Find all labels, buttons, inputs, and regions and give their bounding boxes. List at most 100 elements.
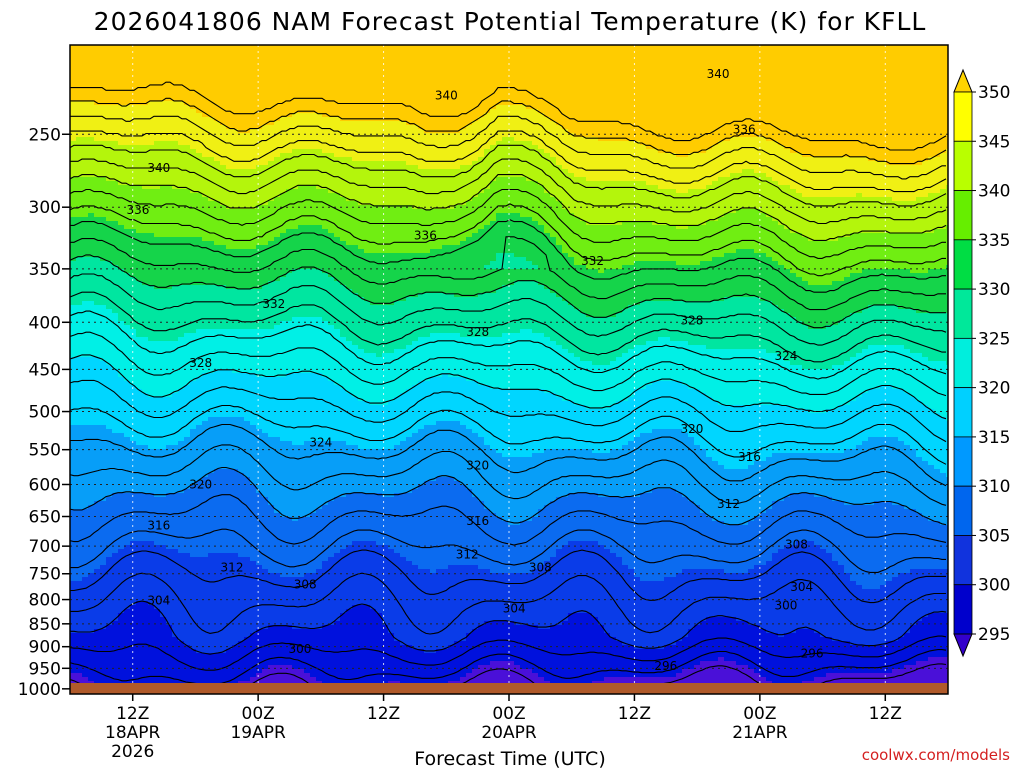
field-cell (514, 153, 521, 158)
field-cell (676, 57, 683, 62)
field-cell (304, 101, 311, 106)
field-cell (826, 109, 833, 114)
field-cell (526, 69, 533, 74)
field-cell (640, 89, 647, 94)
field-cell (778, 109, 785, 114)
field-cell (130, 57, 137, 62)
field-cell (166, 145, 173, 150)
field-cell (244, 153, 251, 158)
field-cell (538, 129, 545, 134)
field-cell (604, 73, 611, 78)
field-cell (910, 113, 917, 118)
field-cell (874, 113, 881, 118)
field-cell (652, 85, 659, 90)
field-cell (274, 153, 281, 158)
field-cell (922, 49, 929, 54)
field-cell (136, 81, 143, 86)
field-cell (448, 57, 455, 62)
field-cell (628, 69, 635, 74)
field-cell (916, 137, 923, 142)
field-cell (292, 105, 299, 110)
field-cell (82, 65, 89, 70)
field-cell (772, 49, 779, 54)
field-cell (922, 89, 929, 94)
field-cell (496, 133, 503, 138)
field-cell (796, 89, 803, 94)
field-cell (502, 137, 509, 142)
field-cell (352, 121, 359, 126)
field-cell (658, 53, 665, 58)
field-cell (592, 77, 599, 82)
field-cell (628, 105, 635, 110)
field-cell (286, 101, 293, 106)
field-cell (658, 129, 665, 134)
field-cell (520, 89, 527, 94)
field-cell (346, 141, 353, 146)
field-cell (814, 73, 821, 78)
field-cell (226, 105, 233, 110)
field-cell (76, 65, 83, 70)
field-cell (490, 73, 497, 78)
field-cell (838, 109, 845, 114)
field-cell (940, 77, 947, 82)
field-cell (250, 81, 257, 86)
field-cell (406, 61, 413, 66)
field-cell (244, 89, 251, 94)
field-cell (358, 65, 365, 70)
field-cell (316, 61, 323, 66)
field-cell (856, 121, 863, 126)
field-cell (778, 101, 785, 106)
field-cell (700, 153, 707, 158)
field-cell (226, 113, 233, 118)
field-cell (280, 153, 287, 158)
field-cell (184, 121, 191, 126)
field-cell (460, 109, 467, 114)
field-cell (586, 125, 593, 130)
field-cell (670, 77, 677, 82)
field-cell (844, 145, 851, 150)
field-cell (190, 65, 197, 70)
field-cell (910, 53, 917, 58)
field-cell (322, 117, 329, 122)
field-cell (226, 85, 233, 90)
field-cell (364, 141, 371, 146)
field-cell (76, 49, 83, 54)
field-cell (676, 149, 683, 154)
field-cell (784, 93, 791, 98)
field-cell (790, 85, 797, 90)
field-cell (868, 93, 875, 98)
field-cell (556, 61, 563, 66)
field-cell (406, 129, 413, 134)
field-cell (472, 85, 479, 90)
field-cell (178, 73, 185, 78)
field-cell (334, 133, 341, 138)
field-cell (136, 125, 143, 130)
field-cell (94, 73, 101, 78)
field-cell (922, 117, 929, 122)
field-cell (574, 145, 581, 150)
field-cell (862, 125, 869, 130)
field-cell (718, 89, 725, 94)
field-cell (730, 105, 737, 110)
field-cell (136, 121, 143, 126)
field-cell (934, 97, 941, 102)
field-cell (658, 113, 665, 118)
field-cell (286, 121, 293, 126)
field-cell (454, 121, 461, 126)
field-cell (916, 149, 923, 154)
field-cell (370, 105, 377, 110)
field-cell (334, 53, 341, 58)
field-cell (316, 69, 323, 74)
field-cell (934, 81, 941, 86)
field-cell (454, 61, 461, 66)
field-cell (760, 53, 767, 58)
field-cell (490, 81, 497, 86)
field-cell (682, 109, 689, 114)
field-cell (646, 57, 653, 62)
field-cell (718, 117, 725, 122)
field-cell (886, 57, 893, 62)
field-cell (796, 113, 803, 118)
field-cell (160, 57, 167, 62)
field-cell (124, 129, 131, 134)
field-cell (796, 85, 803, 90)
